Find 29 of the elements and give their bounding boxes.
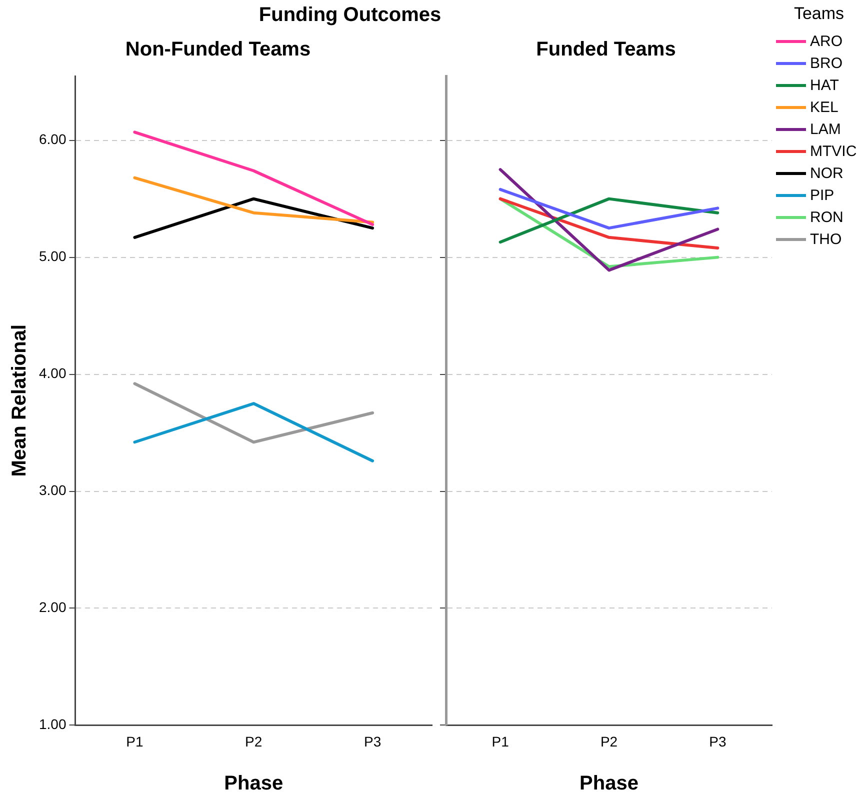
legend-label: HAT [810, 76, 839, 94]
y-tick-label: 3.00 [39, 482, 66, 498]
y-axis-title: Mean Relational [8, 324, 31, 477]
legend-label: KEL [810, 98, 838, 116]
chart-title: Non-Funded Teams [125, 38, 311, 61]
legend-label: NOR [810, 164, 844, 182]
x-tick-label: P1 [492, 733, 510, 750]
x-tick-label: P3 [364, 733, 382, 750]
x-tick-label: P2 [245, 733, 262, 750]
y-tick-label: 1.00 [39, 716, 66, 732]
y-tick-label: 5.00 [39, 248, 66, 264]
text: Funding Outcomes [258, 4, 442, 26]
x-tick-label: P1 [126, 733, 144, 750]
y-tick-label: 2.00 [39, 599, 66, 616]
x-axis-title: Phase [580, 772, 638, 795]
y-tick-label: 6.00 [39, 131, 66, 148]
legend-title: Teams [792, 4, 846, 24]
legend-label: MTVIC [810, 142, 857, 160]
x-tick-label: P2 [600, 733, 618, 750]
y-tick-label: 4.00 [39, 365, 66, 382]
chart-title: Funded Teams [536, 38, 676, 61]
legend-label: THO [810, 230, 842, 248]
legend-label: RON [810, 208, 844, 226]
x-tick-label: P3 [709, 733, 726, 750]
legend-label: LAM [810, 120, 841, 138]
legend-label: PIP [810, 186, 834, 204]
x-axis-title: Phase [224, 772, 284, 795]
legend-label: ARO [810, 32, 843, 50]
legend-label: BRO [810, 54, 843, 72]
